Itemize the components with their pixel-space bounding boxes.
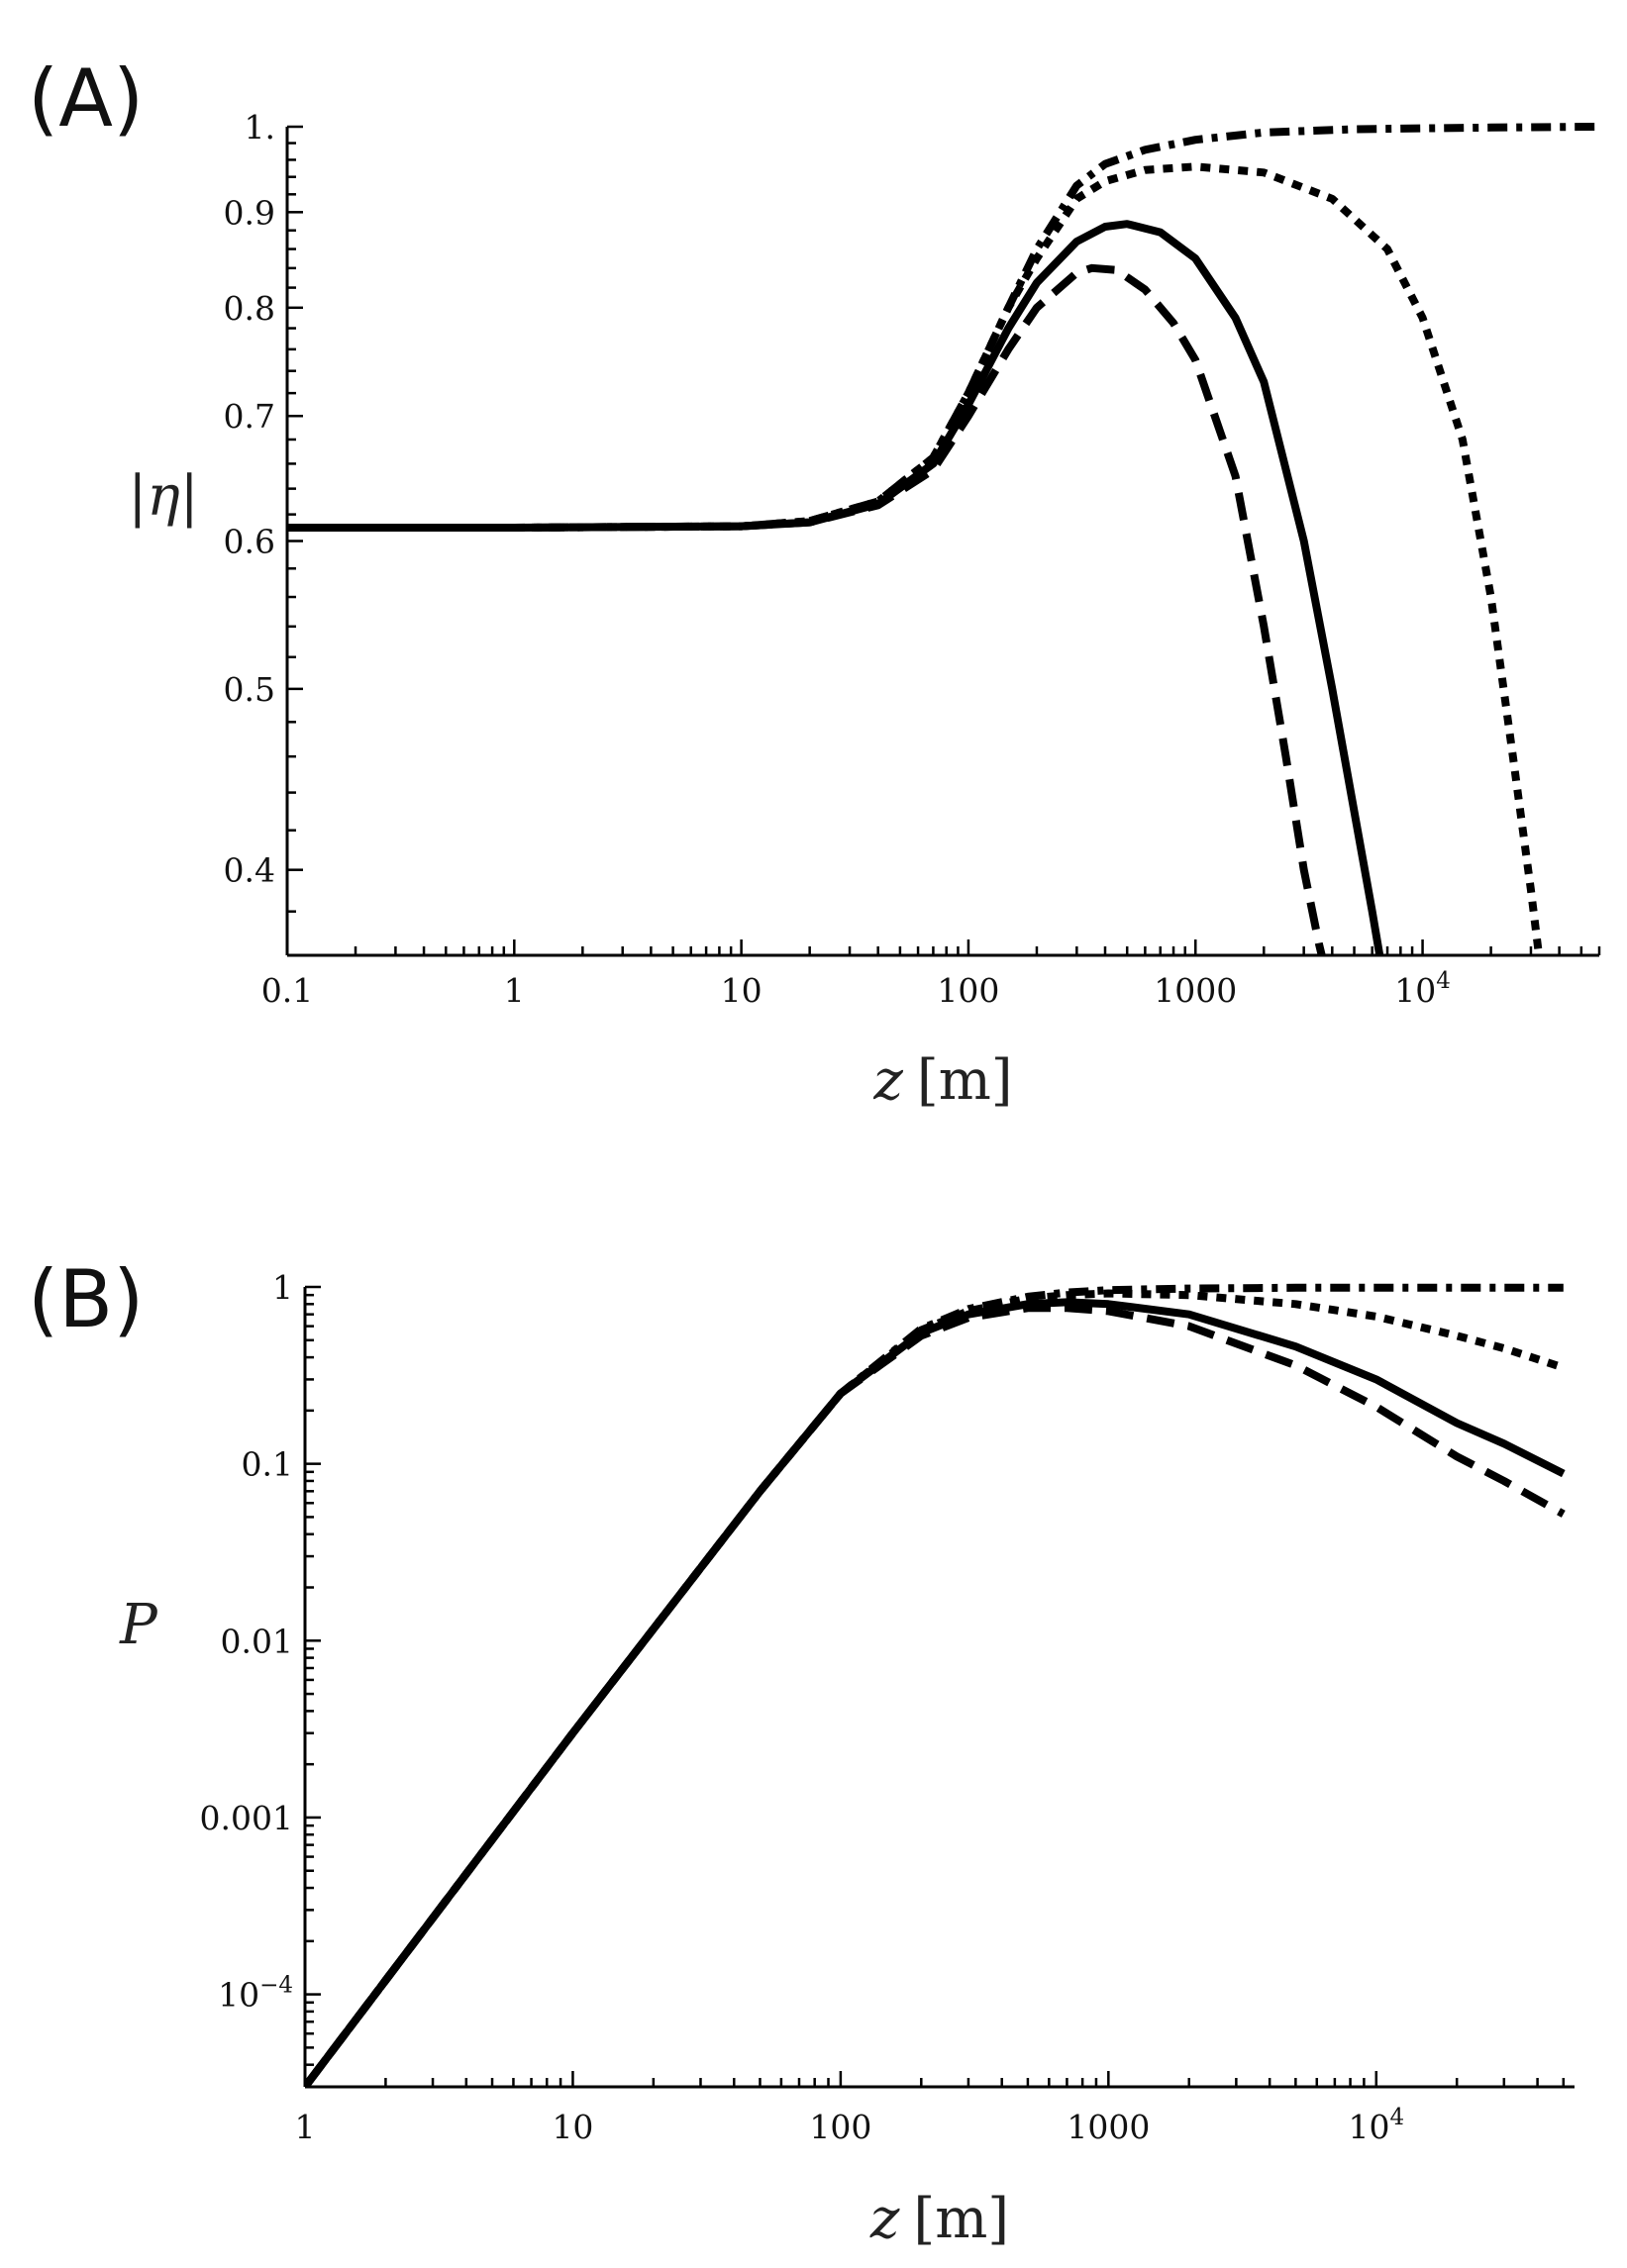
- y-tick-label: 0.8: [224, 289, 275, 328]
- x-tick-label: 10: [552, 2108, 593, 2146]
- series-line-dashdot: [287, 123, 1600, 532]
- x-tick-label: 1: [504, 971, 525, 1010]
- x-tick-label: 104: [1394, 968, 1451, 1010]
- y-tick-label: 0.01: [221, 1622, 293, 1660]
- x-axis-unit: [m]: [913, 2187, 1009, 2251]
- x-axis-title: z [m]: [872, 1048, 1012, 1113]
- panel-a-chart: (A) 0.1 1 10 100 1000 104 0.4 0.5 0.6 0.7 0.8 0.9 1.…: [28, 52, 1601, 1113]
- y-axis-title: |η|: [128, 464, 198, 529]
- series-line-solid: [287, 220, 1384, 955]
- x-tick-label: 100: [937, 971, 999, 1010]
- series-line-dashed: [305, 1304, 1566, 2087]
- series-line-dashed: [287, 263, 1326, 955]
- series-line-dotted: [287, 162, 1544, 955]
- y-tick-label: 0.6: [224, 523, 275, 561]
- y-tick-label: 1.: [245, 108, 276, 147]
- x-axis-variable: z: [869, 2187, 900, 2251]
- y-tick-label: 0.7: [224, 397, 275, 436]
- panel-a-label: (A): [28, 52, 144, 145]
- y-tick-label: 0.1: [242, 1445, 293, 1484]
- y-tick-label: 10−4: [218, 1973, 293, 2015]
- x-tick-label: 100: [809, 2108, 871, 2146]
- x-tick-label: 0.1: [261, 971, 313, 1010]
- x-tick-label: 104: [1348, 2105, 1404, 2146]
- x-tick-label: 10: [721, 971, 763, 1010]
- series-line-dashdot: [305, 1283, 1564, 2087]
- x-tick-label: 1000: [1067, 2108, 1150, 2146]
- y-axis-title: P: [119, 1593, 158, 1657]
- y-tick-label: 1: [272, 1268, 293, 1307]
- x-axis-unit: [m]: [917, 1048, 1013, 1113]
- x-axis-title: z [m]: [869, 2187, 1009, 2251]
- x-tick-label: 1000: [1154, 971, 1237, 1010]
- y-tick-label: 0.001: [200, 1799, 293, 1837]
- panel-b-label: (B): [28, 1253, 144, 1345]
- x-axis-variable: z: [872, 1048, 903, 1113]
- series-line-solid: [305, 1298, 1566, 2087]
- y-tick-label: 0.9: [224, 193, 275, 232]
- series-line-dotted: [305, 1289, 1566, 2087]
- panel-b-chart: (B) 1 10 100 1000 104 10−4 0.001 0.01 0.1 1 Pz [m]: [28, 1253, 1575, 2251]
- x-tick-label: 1: [295, 2108, 316, 2146]
- y-tick-label: 0.5: [224, 670, 275, 709]
- y-tick-label: 0.4: [224, 851, 275, 890]
